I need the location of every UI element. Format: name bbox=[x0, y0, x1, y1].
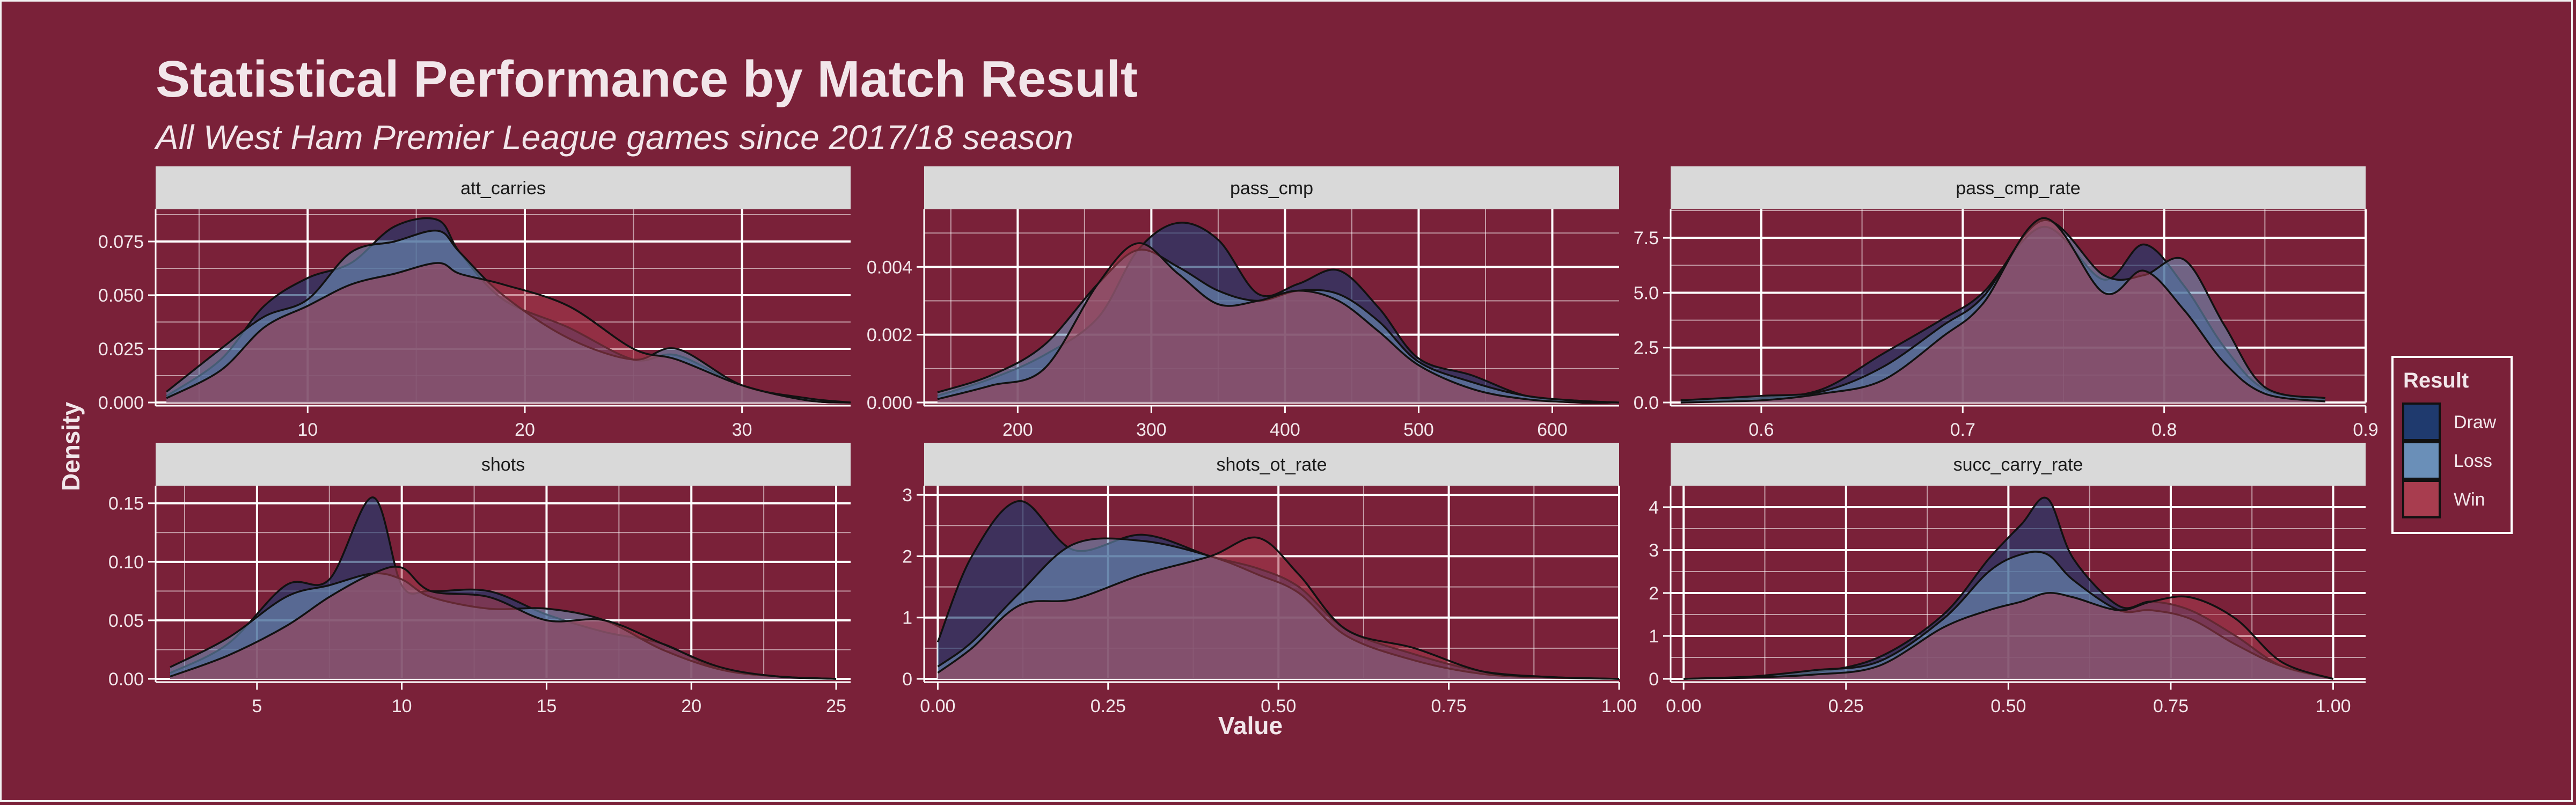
y-tick-label: 3 bbox=[902, 485, 912, 506]
y-tick-label: 7.5 bbox=[1634, 228, 1659, 248]
y-tick-label: 0.00 bbox=[108, 669, 144, 690]
facet-strip-label: shots_ot_rate bbox=[1216, 455, 1327, 475]
y-tick-label: 0.002 bbox=[867, 325, 912, 346]
legend-label-loss: Loss bbox=[2454, 451, 2492, 471]
y-tick-label: 0.0 bbox=[1634, 393, 1659, 413]
y-tick-label: 2 bbox=[1649, 583, 1659, 604]
density-outline-win bbox=[166, 262, 851, 404]
x-tick-label: 25 bbox=[826, 696, 846, 716]
facet-strip-label: att_carries bbox=[460, 178, 546, 199]
y-tick-label: 0.000 bbox=[98, 393, 144, 413]
y-tick-label: 1 bbox=[902, 608, 912, 628]
facet-strip bbox=[924, 443, 1619, 486]
facet-att_carries: att_carries 10 20 30 0.000 0.025 0.050 0.075 bbox=[98, 166, 851, 440]
x-tick-label: 0.50 bbox=[1261, 696, 1296, 716]
x-tick-label: 0.9 bbox=[2353, 420, 2378, 440]
facet-strip bbox=[1671, 443, 2366, 486]
facet-shots: shots 5 10 15 20 25 0.00 0.05 0.10 0.15 bbox=[108, 443, 851, 716]
x-tick-label: 0.75 bbox=[2153, 696, 2189, 716]
density-area-win bbox=[1680, 218, 2325, 402]
x-tick-label: 15 bbox=[537, 696, 557, 716]
x-tick-label: 20 bbox=[515, 420, 535, 440]
x-tick-label: 0.75 bbox=[1431, 696, 1467, 716]
x-tick-label: 1.00 bbox=[1601, 696, 1637, 716]
facet-pass_cmp_rate: pass_cmp_rate 0.6 0.7 0.8 0.9 0.0 2.5 5.0 7.5 bbox=[1634, 166, 2379, 440]
y-tick-label: 0.000 bbox=[867, 393, 912, 413]
x-tick-label: 1.00 bbox=[2315, 696, 2351, 716]
x-tick-label: 30 bbox=[732, 420, 752, 440]
density-outline-win bbox=[1684, 592, 2334, 680]
x-tick-label: 0.7 bbox=[1950, 420, 1975, 440]
x-tick-label: 300 bbox=[1136, 420, 1167, 440]
x-tick-label: 200 bbox=[1002, 420, 1033, 440]
x-tick-label: 0.8 bbox=[2151, 420, 2177, 440]
y-tick-label: 0.05 bbox=[108, 611, 144, 631]
y-tick-label: 1 bbox=[1649, 626, 1659, 647]
x-tick-label: 20 bbox=[681, 696, 701, 716]
facet-shots_ot_rate: shots_ot_rate 0.00 0.25 0.50 0.75 1.00 0 1 2 3 bbox=[902, 443, 1637, 716]
facet-strip-label: shots bbox=[481, 455, 525, 475]
x-tick-label: 10 bbox=[297, 420, 318, 440]
x-tick-label: 0.00 bbox=[920, 696, 955, 716]
y-tick-label: 2 bbox=[902, 546, 912, 567]
y-tick-label: 0 bbox=[902, 669, 912, 690]
chart-subtitle: All West Ham Premier League games since … bbox=[153, 118, 1073, 157]
legend-title: Result bbox=[2403, 369, 2469, 392]
y-tick-label: 0 bbox=[1649, 669, 1659, 690]
chart-title: Statistical Performance by Match Result bbox=[156, 50, 1138, 108]
facet-strip-label: pass_cmp bbox=[1230, 178, 1313, 199]
x-tick-label: 0.00 bbox=[1666, 696, 1701, 716]
facet-strip-label: succ_carry_rate bbox=[1953, 455, 2083, 475]
y-tick-label: 0.004 bbox=[867, 257, 912, 277]
density-area-win bbox=[938, 537, 1619, 679]
x-tick-label: 500 bbox=[1403, 420, 1434, 440]
y-tick-label: 0.050 bbox=[98, 286, 144, 306]
x-tick-label: 0.25 bbox=[1091, 696, 1126, 716]
legend: Result Draw Loss Win bbox=[2391, 356, 2513, 534]
y-tick-label: 0.10 bbox=[108, 552, 144, 573]
legend-key-win bbox=[2402, 480, 2441, 518]
y-tick-label: 0.025 bbox=[98, 339, 144, 360]
x-tick-label: 0.25 bbox=[1828, 696, 1864, 716]
x-tick-label: 0.50 bbox=[1990, 696, 2026, 716]
y-tick-label: 0.15 bbox=[108, 494, 144, 514]
y-tick-label: 3 bbox=[1649, 540, 1659, 561]
facet-strip-label: pass_cmp_rate bbox=[1956, 178, 2080, 199]
x-axis-label: Value bbox=[1218, 712, 1283, 740]
y-tick-label: 0.075 bbox=[98, 232, 144, 252]
y-tick-label: 5.0 bbox=[1634, 283, 1659, 303]
density-area-win bbox=[166, 263, 851, 402]
facet-strip bbox=[924, 166, 1619, 209]
density-outline-win bbox=[937, 536, 1620, 680]
density-outline-win bbox=[937, 242, 1620, 404]
x-tick-label: 600 bbox=[1537, 420, 1568, 440]
legend-label-win: Win bbox=[2454, 489, 2485, 510]
x-tick-label: 10 bbox=[392, 696, 412, 716]
facet-pass_cmp: pass_cmp 200 300 400 500 600 0.000 0.002 0.004 bbox=[867, 166, 1620, 440]
legend-key-draw bbox=[2402, 402, 2441, 441]
density-outline-loss bbox=[166, 229, 851, 404]
y-tick-label: 2.5 bbox=[1634, 338, 1659, 358]
density-area-win bbox=[170, 566, 836, 679]
facet-strip bbox=[156, 166, 851, 209]
y-tick-label: 4 bbox=[1649, 497, 1659, 518]
x-tick-label: 5 bbox=[252, 696, 262, 716]
legend-label-draw: Draw bbox=[2454, 412, 2497, 433]
density-outline-win bbox=[1680, 217, 2326, 404]
facet-strip bbox=[1671, 166, 2366, 209]
legend-key-loss bbox=[2402, 441, 2441, 480]
x-tick-label: 0.6 bbox=[1748, 420, 1774, 440]
x-tick-label: 400 bbox=[1270, 420, 1300, 440]
density-area-win bbox=[1684, 592, 2333, 679]
facet-succ_carry_rate: succ_carry_rate 0.00 0.25 0.50 0.75 1.00 0 1 2 3 4 bbox=[1649, 443, 2366, 716]
facet-strip bbox=[156, 443, 851, 486]
y-axis-label: Density bbox=[57, 402, 85, 492]
density-outline-win bbox=[170, 566, 837, 680]
density-area-win bbox=[937, 243, 1619, 403]
